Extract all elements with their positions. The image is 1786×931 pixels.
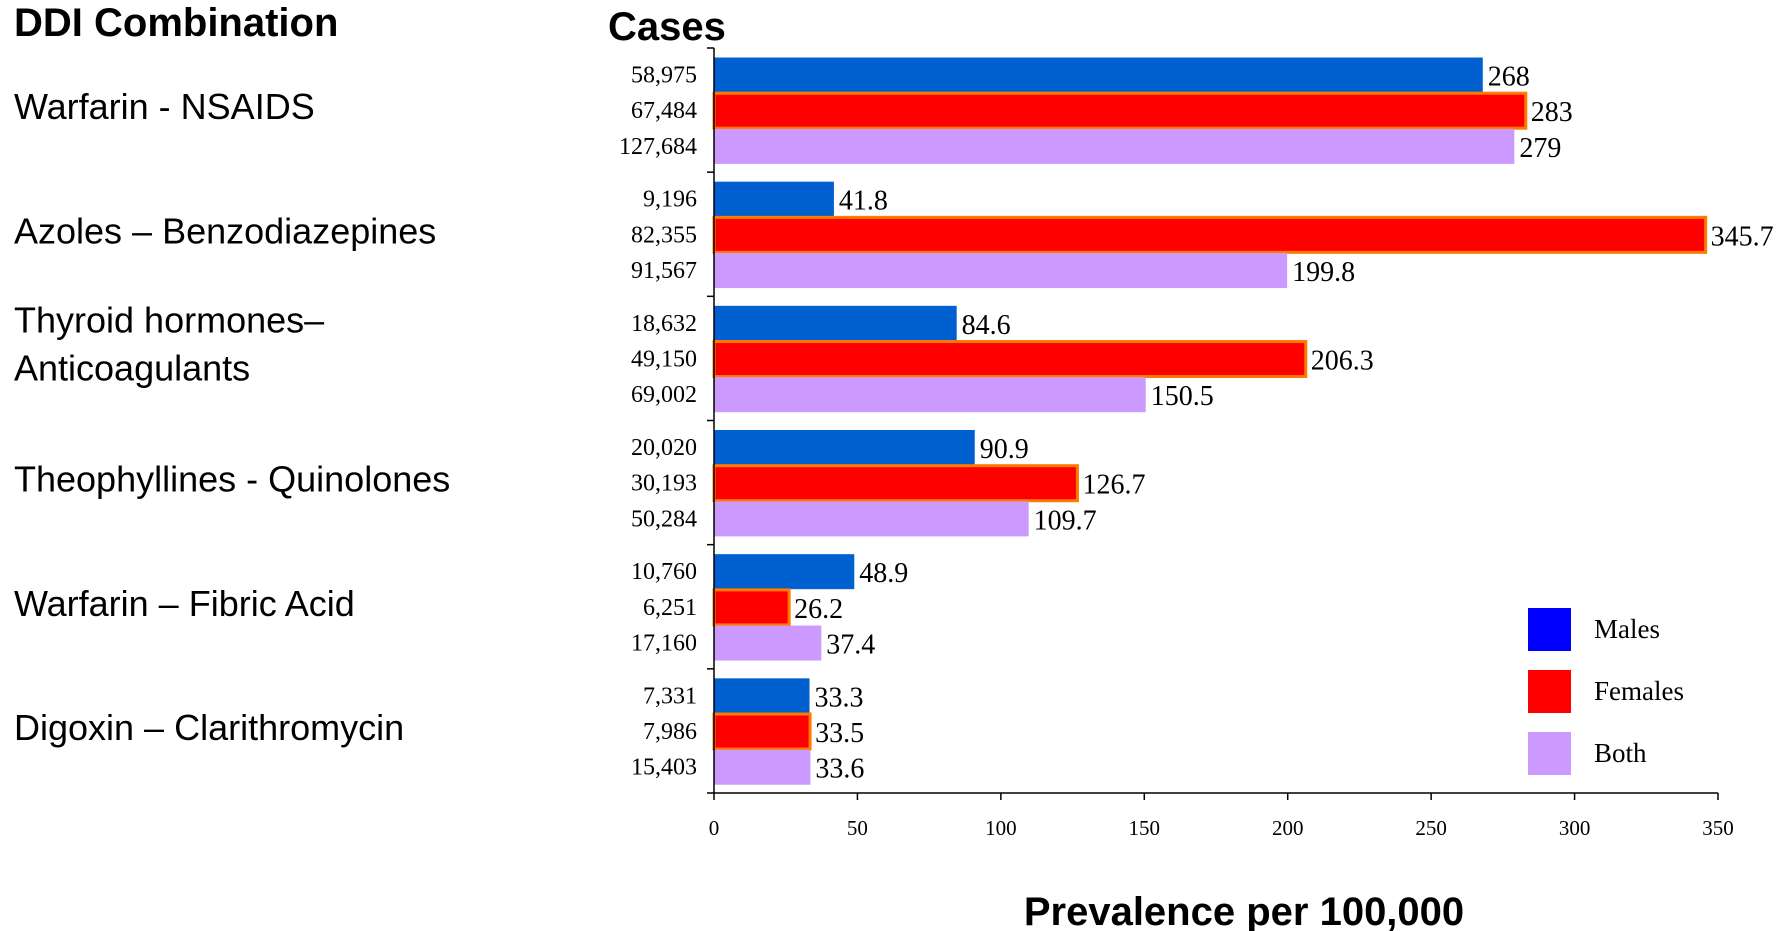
- value-label: 33.3: [815, 682, 864, 713]
- value-label: 150.5: [1151, 381, 1214, 412]
- bar-both: [714, 501, 1029, 537]
- category-label: Warfarin - NSAIDS: [14, 86, 315, 127]
- x-axis: 0 50 100 150 200 250 300 350: [707, 47, 1734, 840]
- value-label: 26.2: [794, 594, 843, 625]
- cases-label: 50,284: [631, 506, 697, 532]
- x-tick-label: 50: [847, 816, 868, 840]
- bar-both: [714, 377, 1146, 413]
- bar-both: [714, 749, 811, 785]
- cases-label: 69,002: [631, 382, 697, 408]
- category-label: Azoles – Benzodiazepines: [14, 210, 436, 251]
- legend-swatch-both: [1528, 732, 1571, 775]
- value-label: 206.3: [1311, 346, 1374, 377]
- bar-males: [714, 430, 975, 465]
- bar-both: [714, 253, 1288, 289]
- bar-females: [712, 91, 1528, 130]
- cases-label: 91,567: [631, 258, 697, 284]
- cases-label: 18,632: [631, 311, 697, 337]
- x-tick-label: 300: [1559, 816, 1591, 840]
- bar-males: [714, 181, 834, 217]
- legend-swatch-females: [1528, 670, 1571, 713]
- value-label: 109.7: [1034, 505, 1097, 536]
- category-labels: Warfarin - NSAIDS Azoles – Benzodiazepine…: [14, 86, 450, 748]
- x-tick-label: 0: [709, 816, 720, 840]
- x-tick-label: 100: [985, 816, 1017, 840]
- value-label: 37.4: [826, 630, 875, 661]
- legend-swatch-males: [1528, 608, 1571, 651]
- cases-label: 7,986: [643, 719, 697, 745]
- x-tick-label: 150: [1129, 816, 1161, 840]
- value-label: 33.6: [815, 754, 864, 785]
- category-label: Warfarin – Fibric Acid: [14, 583, 355, 624]
- cases-label: 15,403: [631, 755, 697, 781]
- x-axis-title: Prevalence per 100,000: [1024, 890, 1464, 931]
- cases-label: 9,196: [643, 187, 697, 213]
- value-label: 268: [1488, 62, 1530, 93]
- value-label: 283: [1531, 97, 1573, 128]
- cases-label: 67,484: [631, 98, 697, 124]
- value-label: 199.8: [1292, 257, 1355, 288]
- category-label: Digoxin – Clarithromycin: [14, 707, 404, 748]
- category-label: Theophyllines - Quinolones: [14, 459, 450, 500]
- bar-both: [714, 625, 822, 661]
- legend-label: Females: [1594, 676, 1684, 706]
- bar-females: [712, 588, 791, 627]
- category-header: DDI Combination: [14, 1, 338, 45]
- cases-label: 17,160: [631, 631, 697, 657]
- value-label: 84.6: [962, 310, 1011, 341]
- legend-label: Both: [1594, 738, 1647, 768]
- value-label: 90.9: [980, 434, 1029, 465]
- cases-label: 20,020: [631, 435, 697, 461]
- value-label: 33.5: [815, 718, 864, 749]
- category-label: Thyroid hormones–: [14, 299, 324, 340]
- cases-label: 6,251: [643, 595, 697, 621]
- cases-label: 30,193: [631, 471, 697, 497]
- cases-label: 127,684: [619, 134, 697, 160]
- bar-males: [714, 554, 855, 590]
- x-tick-label: 250: [1415, 816, 1447, 840]
- value-label: 48.9: [859, 558, 908, 589]
- cases-header: Cases: [608, 5, 726, 49]
- x-tick-label: 200: [1272, 816, 1304, 840]
- x-tick-label: 350: [1702, 816, 1734, 840]
- bar-both: [714, 128, 1515, 164]
- cases-label: 7,331: [643, 683, 697, 709]
- category-label: Anticoagulants: [14, 347, 250, 388]
- plot-area: 268 58,975 41.8 9,196 84.6 18,632 90.9 20,020 48…: [619, 57, 1774, 785]
- cases-label: 82,355: [631, 222, 697, 248]
- legend-label: Males: [1594, 614, 1660, 644]
- cases-label: 10,760: [631, 559, 697, 585]
- value-label: 345.7: [1711, 221, 1774, 252]
- legend: Males Females Both: [1528, 608, 1684, 775]
- cases-label: 58,975: [631, 63, 697, 89]
- bar-males: [714, 678, 810, 714]
- bar-females: [712, 712, 812, 751]
- value-label: 279: [1519, 133, 1561, 164]
- value-label: 41.8: [839, 186, 888, 217]
- cases-label: 49,150: [631, 347, 697, 373]
- bar-males: [714, 305, 957, 341]
- bar-females: [712, 340, 1308, 379]
- bar-males: [714, 57, 1483, 93]
- bar-females: [712, 464, 1079, 503]
- value-label: 126.7: [1082, 470, 1145, 501]
- bar-females: [712, 215, 1708, 254]
